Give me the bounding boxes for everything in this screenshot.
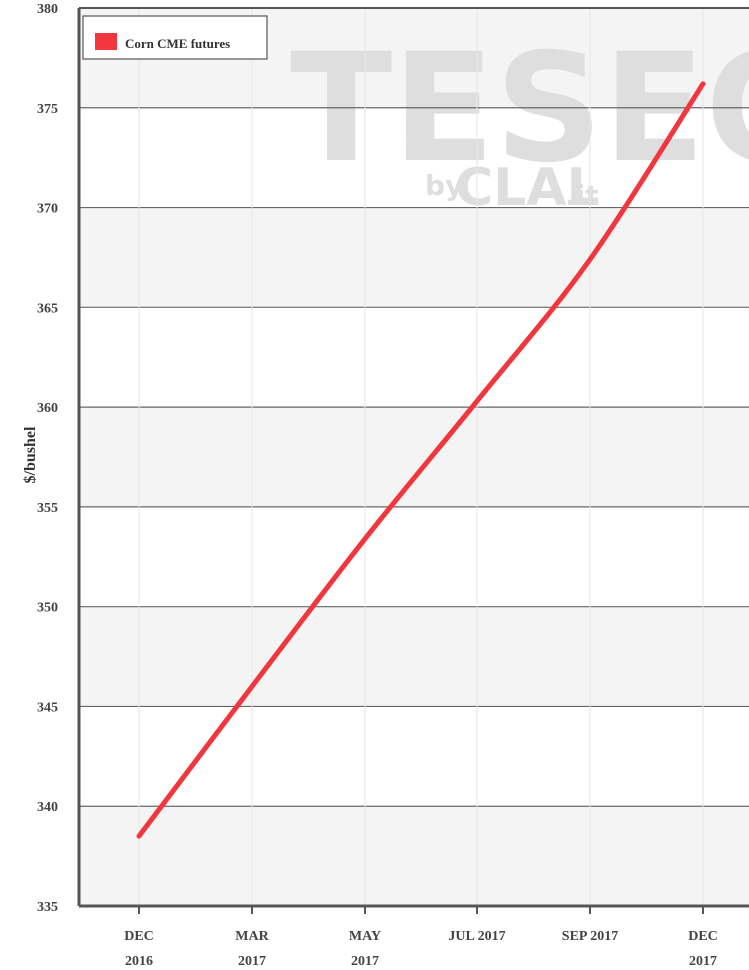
axes	[77, 7, 749, 914]
x-tick-label: 2016	[125, 954, 153, 969]
plot-band	[79, 307, 749, 408]
x-tick-label: MAR	[235, 929, 269, 944]
y-tick-label: 360	[37, 401, 58, 416]
x-tick-label: MAY	[349, 929, 381, 944]
legend-label: Corn CME futures	[125, 36, 230, 51]
y-tick-label: 375	[37, 102, 58, 117]
x-tick-label: DEC	[124, 929, 154, 944]
vertical-gridlines	[138, 8, 704, 906]
watermark-tld: .it	[565, 179, 599, 212]
x-tick-label: DEC	[688, 929, 718, 944]
watermark-brand: TESEO	[290, 22, 749, 196]
series-layer	[136, 81, 706, 839]
x-tick-label: 2017	[689, 954, 717, 969]
y-tick-label: 380	[37, 2, 58, 17]
y-tick-label: 340	[37, 800, 58, 815]
x-tick-labels: DEC 2016 MAR 2017 MAY 2017 JUL 2017 SEP 2017 DEC…	[124, 929, 718, 969]
y-tick-label: 335	[37, 900, 58, 915]
x-tick-label: 2017	[351, 954, 379, 969]
series-line	[136, 81, 706, 839]
plot-band	[79, 706, 749, 807]
y-tick-label: 345	[37, 700, 58, 715]
y-axis-label: $/bushel	[22, 426, 39, 483]
legend-swatch	[95, 33, 117, 50]
y-tick-label: 350	[37, 601, 58, 616]
y-tick-label: 355	[37, 501, 58, 516]
x-tick-label: 2017	[238, 954, 266, 969]
plot-band	[79, 806, 749, 906]
plot-band	[79, 207, 749, 308]
plot-band	[79, 606, 749, 707]
x-tick-label: SEP 2017	[562, 929, 618, 944]
x-tick-label: JUL 2017	[448, 929, 505, 944]
watermark-by: by	[425, 169, 463, 202]
gridlines	[79, 107, 749, 807]
teseo-watermark: TESEO by CLAL .it	[290, 22, 749, 218]
y-tick-label: 370	[37, 202, 58, 217]
plot-band	[79, 407, 749, 507]
plot-band	[79, 506, 749, 607]
legend: Corn CME futures	[82, 15, 268, 60]
y-tick-label: 365	[37, 301, 58, 316]
y-tick-labels: 335 340 345 350 355 360 365 370 375 380	[37, 2, 58, 915]
